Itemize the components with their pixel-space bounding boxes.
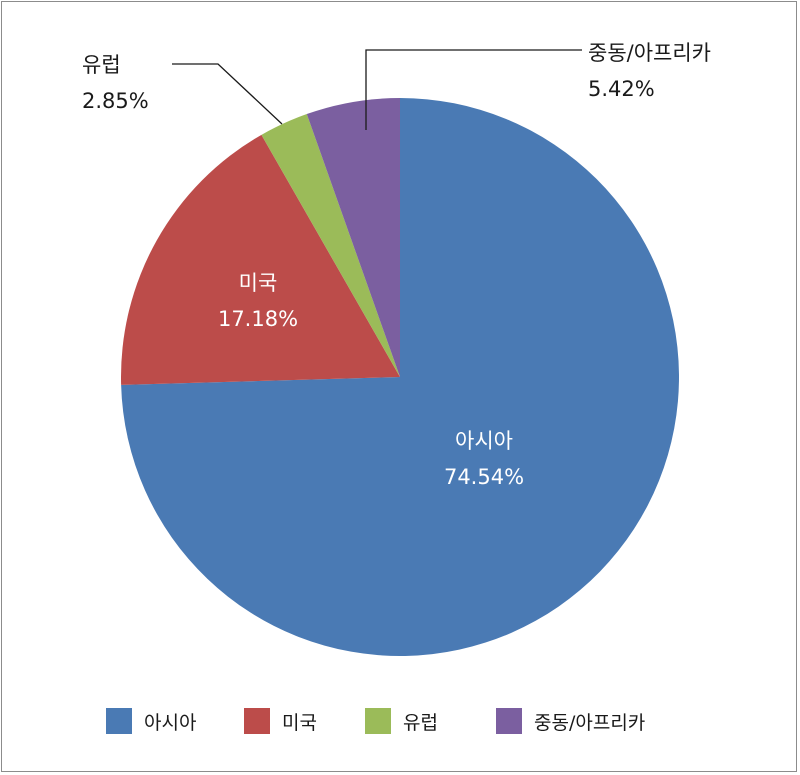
legend-swatch-europe bbox=[365, 708, 391, 734]
slice-label-asia-value: 74.54% bbox=[444, 465, 524, 489]
leader-line-mea bbox=[365, 49, 582, 130]
slice-label-usa-value: 17.18% bbox=[218, 307, 298, 331]
pie-slice-mea bbox=[306, 98, 400, 377]
legend: 아시아 미국 유럽 중동/아프리카 bbox=[106, 708, 645, 734]
slice-label-mea-value: 5.42% bbox=[588, 77, 655, 101]
slice-label-europe-value: 2.85% bbox=[82, 89, 149, 113]
legend-label-mea: 중동/아프리카 bbox=[534, 712, 645, 734]
pie-slice-usa bbox=[120, 134, 400, 385]
leader-line-europe bbox=[172, 63, 283, 125]
slice-label-asia-name: 아시아 bbox=[455, 429, 513, 453]
slice-label-usa-name: 미국 bbox=[239, 271, 278, 295]
pie-slice-europe bbox=[261, 114, 400, 377]
legend-swatch-mea bbox=[496, 708, 522, 734]
legend-swatch-usa bbox=[244, 708, 270, 734]
legend-label-usa: 미국 bbox=[282, 712, 317, 734]
legend-label-asia: 아시아 bbox=[144, 712, 196, 734]
legend-label-europe: 유럽 bbox=[403, 712, 438, 734]
legend-swatch-asia bbox=[106, 708, 132, 734]
slice-label-europe-name: 유럽 bbox=[82, 53, 121, 77]
pie-slice-asia bbox=[121, 98, 679, 656]
callout-leader-lines bbox=[172, 49, 582, 130]
slice-label-mea-name: 중동/아프리카 bbox=[588, 41, 711, 65]
pie-slices bbox=[120, 98, 679, 656]
